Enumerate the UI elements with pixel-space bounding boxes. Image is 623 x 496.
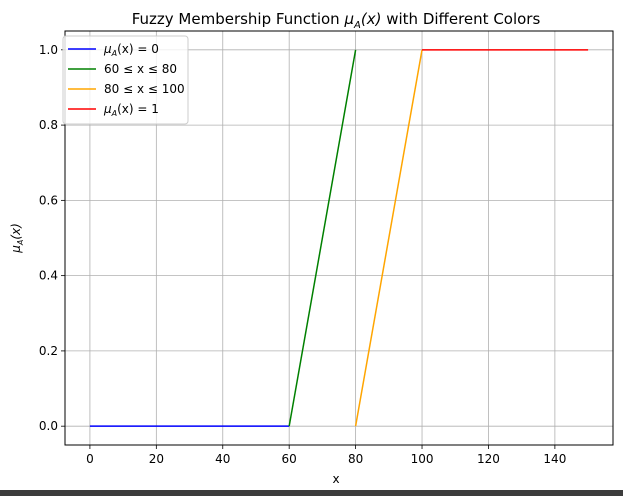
plot-area (64, 30, 614, 446)
x-tick-label: 120 (477, 452, 500, 466)
series-line-2 (288, 49, 357, 427)
y-tick-label: 0.4 (39, 269, 58, 283)
legend-entry: 60 ≤ x ≤ 80 (104, 62, 177, 76)
series-line-3 (354, 49, 423, 427)
x-axis-ticks: 0 20 40 60 80 100 120 140 (86, 445, 566, 466)
y-tick-label: 0.8 (39, 118, 58, 132)
legend-box (62, 35, 189, 125)
x-tick-label: 140 (543, 452, 566, 466)
x-tick-label: 60 (282, 452, 297, 466)
y-tick-label: 0.6 (39, 193, 58, 207)
y-axis-label: μA(x) (9, 223, 25, 254)
y-tick-label: 1.0 (39, 43, 58, 57)
x-tick-label: 100 (411, 452, 434, 466)
series-lines (89, 49, 589, 427)
legend-entry: μA(x) = 1 (103, 102, 159, 118)
y-axis-ticks: 0.0 0.2 0.4 0.6 0.8 1.0 (39, 43, 65, 433)
x-axis-label: x (332, 472, 339, 486)
legend-entry: μA(x) = 0 (103, 42, 159, 58)
window-bottom-edge (0, 490, 623, 496)
x-tick-label: 0 (86, 452, 94, 466)
x-tick-label: 40 (215, 452, 230, 466)
legend: μA(x) = 0 60 ≤ x ≤ 80 80 ≤ x ≤ 100 μA(x) = … (62, 35, 189, 125)
x-tick-label: 80 (348, 452, 363, 466)
y-tick-label: 0.0 (39, 419, 58, 433)
chart-title: Fuzzy Membership Function μA(x) with Dif… (132, 10, 541, 31)
legend-entry: 80 ≤ x ≤ 100 (104, 82, 185, 96)
x-tick-label: 20 (149, 452, 164, 466)
y-tick-label: 0.2 (39, 344, 58, 358)
